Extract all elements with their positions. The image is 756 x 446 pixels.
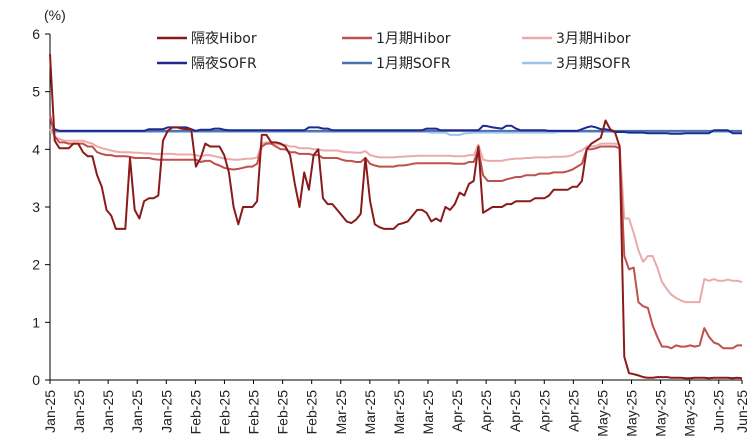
legend-label-3: 隔夜SOFR (191, 56, 257, 72)
legend-label-4: 1月期SOFR (376, 56, 451, 72)
x-tick-label: Apr-25 (565, 390, 581, 432)
y-tick-label: 0 (32, 372, 40, 388)
x-tick-label: Jan-25 (100, 390, 116, 433)
legend-label-0: 隔夜Hibor (191, 31, 257, 47)
x-axis: Jan-25 Jan-25 Jan-25 Jan-25 Jan-25 Feb-25 Feb-… (42, 379, 750, 437)
legend-label-1: 1月期Hibor (376, 31, 451, 47)
x-tick-label: Jan-25 (158, 390, 174, 433)
x-tick-label: Jun-25 (734, 390, 750, 433)
y-tick-label: 4 (32, 141, 40, 157)
series-lines (49, 54, 743, 380)
x-tick-label: Apr-25 (449, 390, 465, 432)
y-tick-label: 5 (32, 84, 40, 100)
x-tick-label: May-25 (682, 390, 698, 437)
x-tick-label: May-25 (594, 390, 610, 437)
x-tick-label: Apr-25 (536, 390, 552, 432)
x-tick-label: Mar-25 (391, 390, 407, 435)
x-tick-label: Feb-25 (275, 390, 291, 435)
series-line-0 (49, 54, 743, 380)
x-tick-label: Mar-25 (362, 390, 378, 435)
x-tick-label: Jan-25 (42, 390, 58, 433)
y-axis-unit-label: (%) (44, 7, 66, 23)
x-tick-label: Mar-25 (420, 390, 436, 435)
series-line-3 (49, 120, 742, 135)
x-tick-label: Mar-25 (333, 390, 349, 435)
x-tick-label: Jan-25 (71, 390, 87, 433)
legend-label-5: 3月期SOFR (556, 56, 631, 72)
series-line-2 (49, 128, 743, 304)
legend-label-2: 3月期Hibor (556, 31, 631, 47)
x-tick-label: Feb-25 (216, 390, 232, 435)
x-tick-label: Jan-25 (129, 390, 145, 433)
x-tick-label: Apr-25 (507, 390, 523, 432)
legend: 隔夜Hibor 1月期Hibor 3月期Hibor 隔夜SOFR 1月期SOFR 3月期S… (157, 31, 631, 72)
series-line-1 (49, 114, 742, 350)
x-tick-label: Jun-25 (711, 390, 727, 433)
x-tick-label: May-25 (624, 390, 640, 437)
y-tick-label: 1 (32, 314, 40, 330)
x-tick-label: Feb-25 (187, 390, 203, 435)
y-tick-label: 2 (32, 257, 40, 273)
x-tick-label: Feb-25 (304, 390, 320, 435)
y-tick-label: 3 (32, 199, 40, 215)
x-tick-label: Apr-25 (478, 390, 494, 432)
y-tick-label: 6 (32, 26, 40, 42)
x-tick-label: May-25 (653, 390, 669, 437)
y-axis: 0 1 2 3 4 5 6 (32, 26, 51, 388)
x-tick-label: Feb-25 (246, 390, 262, 435)
